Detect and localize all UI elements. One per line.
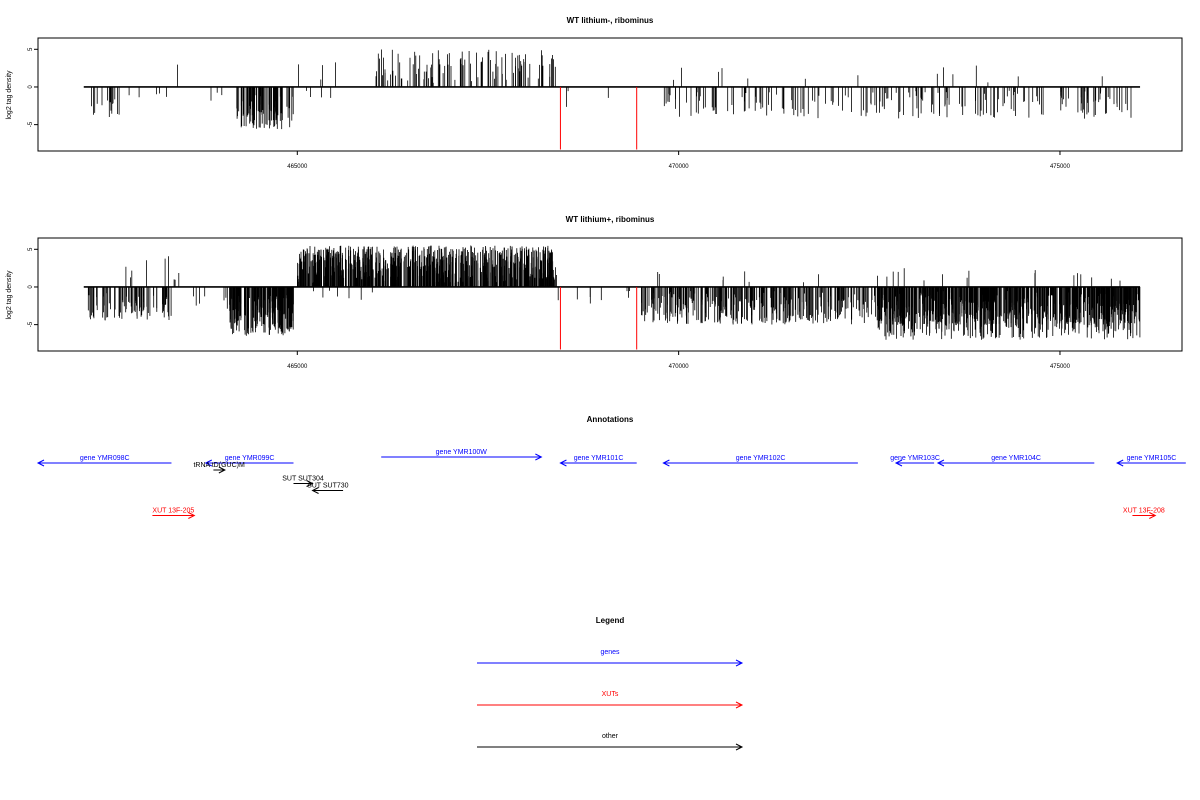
feature-label: SUT SUT304: [282, 476, 324, 483]
feature-label: gene YMR102C: [736, 455, 786, 462]
track-title: WT lithium-, ribominus: [567, 16, 654, 25]
x-tick-label: 475000: [1050, 164, 1071, 170]
feature-label: gene YMR104C: [991, 455, 1041, 462]
y-tick-label: 0: [28, 85, 34, 89]
arrow-head: [204, 459, 213, 467]
x-tick-label: 465000: [287, 364, 308, 370]
arrow-head: [735, 701, 744, 709]
arrow-head: [306, 480, 314, 487]
feature-label: gene YMR099C: [225, 455, 275, 462]
legend-title: Legend: [596, 616, 625, 625]
feature-label: gene YMR105C: [1127, 455, 1177, 462]
y-tick-label: -5: [28, 121, 34, 127]
legend-label: other: [602, 733, 619, 740]
arrow-head: [188, 512, 196, 519]
annotation-features: gene YMR098C gene YMR099C gene YMR100W gene…: [36, 449, 1186, 519]
feature-label: gene YMR101C: [574, 455, 624, 462]
y-axis: -5 0 5: [28, 247, 38, 327]
x-axis: 465000 470000 475000: [287, 151, 1071, 170]
arrow-head: [936, 459, 945, 467]
arrow-head: [662, 459, 670, 467]
feature-label: gene YMR098C: [80, 455, 130, 462]
y-axis-label: log2 tag density: [6, 270, 13, 320]
y-tick-label: 5: [28, 247, 34, 251]
legend-label: genes: [600, 649, 620, 656]
plot-frame: [37, 237, 1183, 352]
legend-items: genes XUTs other: [477, 649, 744, 751]
arrow-head: [559, 459, 567, 467]
x-tick-label: 470000: [669, 164, 690, 170]
y-tick-label: -5: [28, 321, 34, 327]
plot-frame: [37, 37, 1183, 152]
feature-label: tRNA tD(GUC)M: [193, 462, 245, 469]
x-tick-label: 465000: [287, 164, 308, 170]
feature-label: XUT 13F-208: [1123, 508, 1165, 515]
track-lithium-plus: WT lithium+, ribominus log2 tag density …: [6, 215, 1183, 370]
feature-label: SUT SUT730: [307, 483, 349, 490]
annotations-panel: Annotations gene YMR098C gene YMR099Cgene…: [36, 415, 1186, 519]
arrow-head: [735, 743, 744, 751]
arrow-head: [36, 459, 45, 467]
x-axis: 465000 470000 475000: [287, 351, 1071, 370]
x-tick-label: 470000: [669, 364, 690, 370]
y-tick-label: 5: [28, 47, 34, 51]
arrow-head: [735, 659, 744, 667]
feature-label: XUT 13F-205: [152, 508, 194, 515]
annotations-title: Annotations: [587, 415, 634, 424]
track-lithium-minus: WT lithium-, ribominus log2 tag density …: [6, 16, 1183, 170]
arrow-head: [535, 453, 543, 461]
y-tick-label: 0: [28, 285, 34, 289]
y-axis-label: log2 tag density: [6, 70, 13, 120]
legend-label: XUTs: [602, 691, 619, 698]
legend: Legend genes XUTs other: [477, 616, 744, 751]
arrow-head: [311, 487, 319, 494]
feature-label: gene YMR103C: [890, 455, 940, 462]
track-title: WT lithium+, ribominus: [566, 215, 655, 224]
y-axis: -5 0 5: [28, 47, 38, 127]
arrow-head: [894, 459, 903, 467]
arrow-head: [1116, 459, 1124, 467]
feature-label: gene YMR100W: [436, 449, 488, 456]
arrow-head: [218, 466, 226, 474]
x-tick-label: 475000: [1050, 364, 1071, 370]
arrow-head: [1149, 512, 1157, 519]
density-bars: [83, 245, 1141, 350]
density-bars: [83, 49, 1141, 150]
